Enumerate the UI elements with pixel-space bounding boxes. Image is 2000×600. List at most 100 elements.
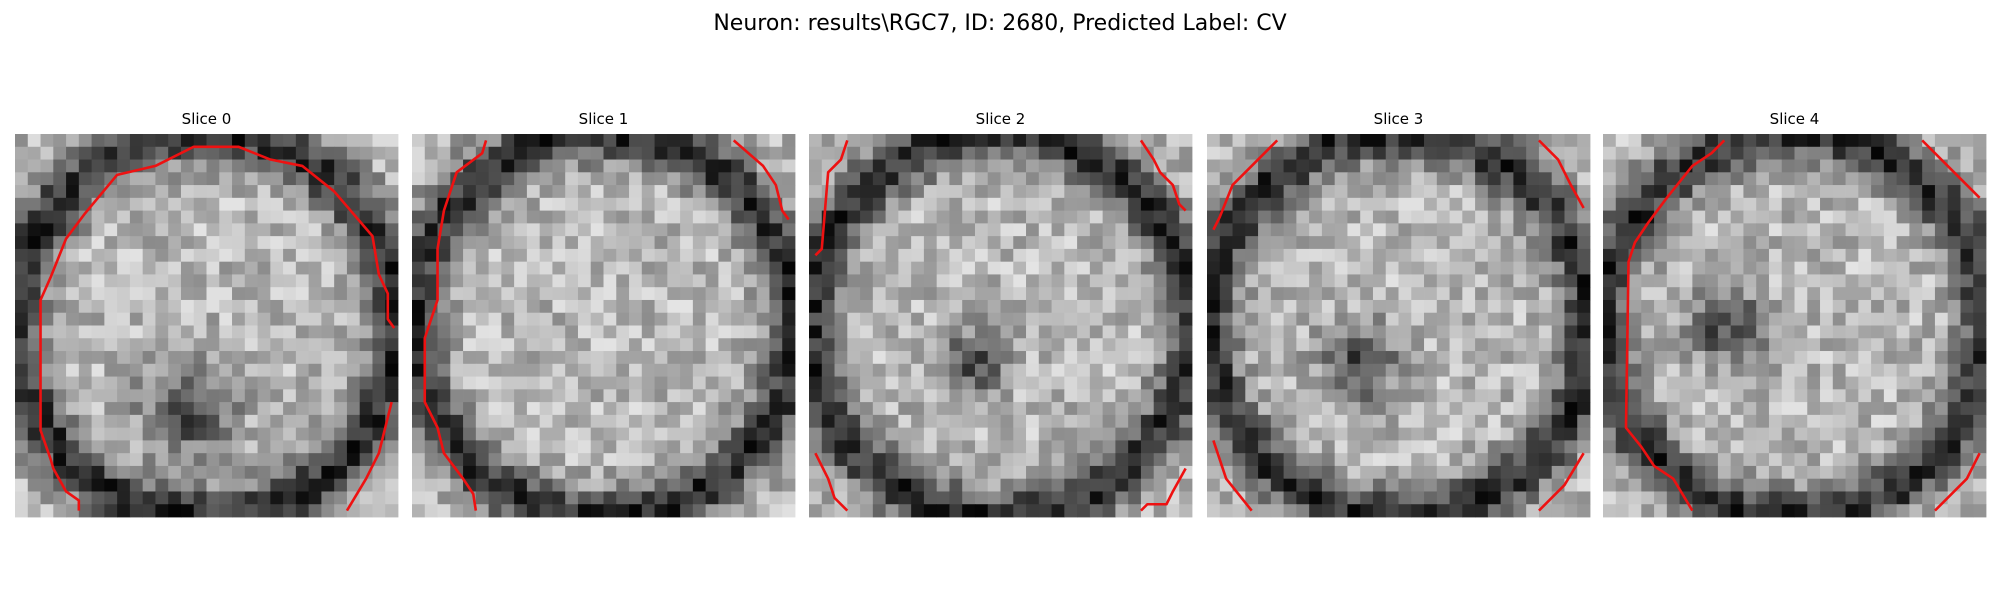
pixel [1115,338,1129,352]
pixel [270,440,284,454]
pixel [104,159,118,173]
pixel [949,299,963,314]
pixel [193,504,207,518]
pixel [1628,427,1642,441]
pixel [898,210,912,224]
pixel [206,287,220,301]
pixel [552,248,566,263]
pixel [15,248,29,263]
pixel [244,236,258,250]
pixel [91,351,105,365]
pixel [1603,427,1617,441]
pixel [1347,389,1361,403]
pixel [1026,248,1040,263]
pixel [1347,338,1361,352]
pixel [1743,248,1757,263]
pixel [1321,261,1336,275]
pixel [412,465,426,480]
pixel [552,299,566,314]
pixel [552,414,566,429]
pixel [129,261,144,275]
pixel [603,325,617,339]
pixel [1730,453,1744,467]
pixel [526,248,541,263]
pixel [385,363,399,377]
pixel [718,338,732,352]
pixel [1424,453,1438,467]
pixel [692,453,707,467]
pixel [1820,376,1834,390]
pixel [15,312,29,326]
pixel [1128,440,1142,454]
pixel [91,465,105,480]
pixel [168,351,182,365]
pixel [66,210,80,224]
pixel [1334,325,1348,339]
pixel [346,274,361,288]
pixel [526,325,541,339]
pixel [27,402,41,416]
pixel [1245,223,1259,237]
pixel [1909,146,1923,160]
pixel [949,236,963,250]
pixel [1947,491,1961,505]
pixel [1026,402,1040,416]
pixel [629,491,643,505]
pixel [936,338,950,352]
pixel [104,491,118,505]
pixel [603,223,617,237]
pixel [616,363,630,377]
pixel [514,185,528,199]
pixel [1960,402,1974,416]
pixel [1845,274,1859,288]
pixel [437,414,451,429]
pixel [809,440,823,454]
pixel [1679,312,1693,326]
pixel [1922,491,1936,505]
pixel [1385,261,1399,275]
pixel [1449,414,1463,429]
pixel [782,312,796,326]
pixel [1026,210,1040,224]
pixel [1845,478,1859,492]
pixel [1500,389,1514,403]
pixel [987,210,1001,224]
pixel [1089,376,1104,390]
pixel [769,504,783,518]
pixel [424,261,438,275]
pixel [40,325,54,339]
pixel [1717,465,1732,480]
pixel [898,389,912,403]
pixel [1166,338,1180,352]
pixel [142,376,156,390]
pixel [1000,159,1014,173]
pixel [412,172,426,186]
pixel [1321,197,1336,211]
pixel [15,236,29,250]
pixel [488,414,502,429]
pixel [1807,223,1821,237]
pixel [1794,146,1808,160]
pixel [667,248,681,263]
pixel [539,440,553,454]
pixel [1692,261,1706,275]
pixel [1026,274,1040,288]
pixel [629,134,643,148]
pixel [308,402,322,416]
pixel [180,440,195,454]
pixel [168,491,182,505]
pixel [1526,478,1540,492]
pixel [1679,453,1693,467]
pixel [104,248,118,263]
pixel [244,402,258,416]
pixel [1896,287,1910,301]
pixel [603,312,617,326]
pixel [1756,274,1770,288]
pixel [603,134,617,148]
pixel [463,223,477,237]
pixel [1372,325,1387,339]
pixel [66,465,80,480]
pixel [821,389,835,403]
pixel [346,440,361,454]
pixel [1538,325,1553,339]
